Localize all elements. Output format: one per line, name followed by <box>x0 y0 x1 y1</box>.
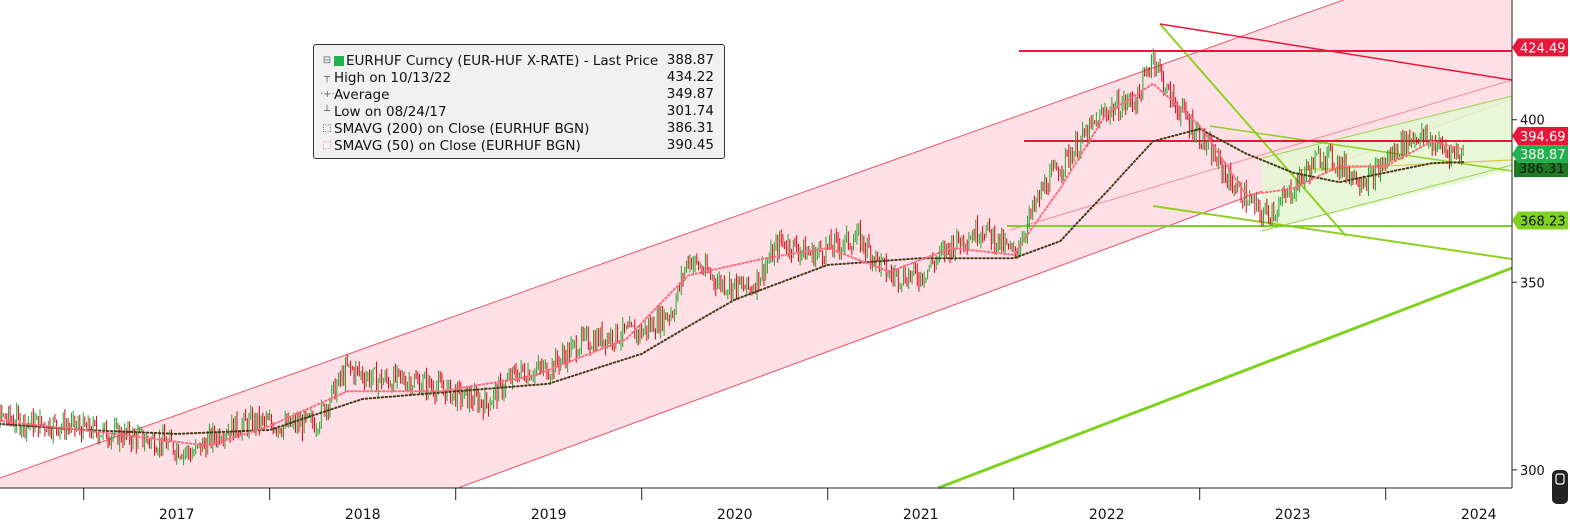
level-badge-text: 424.49 <box>1520 41 1566 56</box>
legend-row-average: ·+·Average 349.87 <box>320 86 718 103</box>
legend-low-label: Low on 08/24/17 <box>334 103 447 120</box>
sma50-line <box>0 82 1465 447</box>
level-badge: 394.69 <box>1512 127 1568 146</box>
level-badge-text: 368.23 <box>1520 214 1566 229</box>
green-downtrend-line <box>1152 205 1513 260</box>
y-tick-label: 300 <box>1520 464 1545 479</box>
legend-sma200-value: 386.31 <box>666 120 714 136</box>
sma200-line <box>0 127 1465 435</box>
legend-price-label: EURHUF Curncy (EUR-HUF X-RATE) - Last Pr… <box>346 52 659 69</box>
legend-sma200-icon: ⬚ <box>322 123 332 134</box>
legend-price-value: 388.87 <box>666 52 714 68</box>
side-widget[interactable] <box>1552 470 1568 504</box>
level-badge: 388.87 <box>1512 145 1568 164</box>
green-channel-lower <box>1261 164 1513 232</box>
legend-sma50-value: 390.45 <box>666 137 714 153</box>
level-badge-shape <box>1512 38 1568 57</box>
legend-row-sma200: ⬚ SMAVG (200) on Close (EURHUF BGN) 386.3… <box>320 120 718 137</box>
x-ticks: 2017 2018 2019 2020 2021 2022 2023 2024 <box>83 488 1497 523</box>
sma-badge-text: 386.31 <box>1519 162 1565 177</box>
y-tick-label: 400 <box>1520 114 1545 129</box>
level-badge-text: 388.87 <box>1520 148 1566 163</box>
chart-background-layer <box>0 0 1513 490</box>
x-tick-label: 2022 <box>1089 507 1125 523</box>
legend-low-value: 301.74 <box>666 103 714 119</box>
legend-expand-icon[interactable]: ⊟ <box>322 55 332 66</box>
legend-high-label: High on 10/13/22 <box>334 69 452 86</box>
level-badge-shape <box>1512 211 1568 230</box>
y-ticks: 300 350 400 <box>1512 114 1545 479</box>
legend-average-label: Average <box>334 86 390 103</box>
red-channel-upper <box>0 0 1345 479</box>
legend-high-icon: ┬ <box>323 72 331 83</box>
legend-average-value: 349.87 <box>666 86 714 102</box>
sma-badge <box>1514 160 1568 178</box>
legend-high-value: 434.22 <box>666 69 714 85</box>
legend-average-icon: ·+· <box>320 89 335 100</box>
y-axis: 300 350 400 <box>1511 0 1545 488</box>
level-badge-text: 394.69 <box>1520 130 1566 145</box>
side-widget-box[interactable] <box>1552 470 1568 504</box>
legend-row-price: ⊟ EURHUF Curncy (EUR-HUF X-RATE) - Last P… <box>320 52 718 69</box>
legend-row-sma50: ⬚ SMAVG (50) on Close (EURHUF BGN) 390.45 <box>320 137 718 154</box>
legend-price-swatch <box>334 55 344 66</box>
chart-legend: ⊟ EURHUF Curncy (EUR-HUF X-RATE) - Last P… <box>313 44 725 159</box>
legend-row-high: ┬ High on 10/13/22 434.22 <box>320 69 718 86</box>
x-tick-label: 2020 <box>717 507 753 523</box>
level-badge-shape <box>1512 127 1568 146</box>
level-badges: 386.31 424.49 394.69 388.87 368.23 <box>1512 38 1568 230</box>
yellow-pattern-line <box>1299 159 1513 171</box>
legend-sma50-icon: ⬚ <box>322 140 332 151</box>
red-channel-band <box>0 0 1512 488</box>
x-tick-label: 2021 <box>903 507 939 523</box>
green-upward-trendline <box>937 266 1513 490</box>
green-descending-line <box>1159 23 1347 237</box>
legend-sma200-label: SMAVG (200) on Close (EURHUF BGN) <box>334 120 590 137</box>
x-tick-label: 2019 <box>531 507 567 523</box>
x-tick-label: 2023 <box>1275 507 1311 523</box>
y-tick-label: 350 <box>1520 276 1545 291</box>
legend-low-icon: ┴ <box>323 106 331 117</box>
green-channel-upper <box>1261 95 1513 159</box>
series-layer <box>0 48 1465 466</box>
x-tick-label: 2024 <box>1461 507 1497 523</box>
legend-row-low: ┴ Low on 08/24/17 301.74 <box>320 103 718 120</box>
x-axis: 2017 2018 2019 2020 2021 2022 2023 2024 <box>0 487 1512 523</box>
price-candles <box>0 48 1464 466</box>
side-widget-icon[interactable] <box>1555 473 1565 485</box>
level-badge: 424.49 <box>1512 38 1568 57</box>
x-tick-label: 2017 <box>159 507 195 523</box>
x-tick-label: 2018 <box>345 507 381 523</box>
legend-sma50-label: SMAVG (50) on Close (EURHUF BGN) <box>334 137 581 154</box>
level-badge: 368.23 <box>1512 211 1568 230</box>
level-badge-shape <box>1512 145 1568 164</box>
